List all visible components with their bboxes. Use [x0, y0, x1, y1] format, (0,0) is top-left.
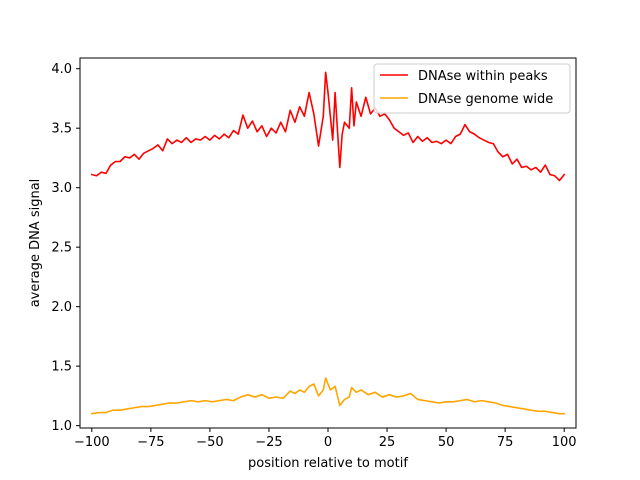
y-axis: 1.0 1.5 2.0 2.5 3.0 3.5 4.0	[51, 62, 80, 434]
series-line-genome-wide	[90, 377, 565, 415]
x-tick-label: −50	[196, 435, 223, 450]
y-tick-label: 1.5	[51, 360, 72, 375]
x-tick-label: 0	[324, 435, 332, 450]
y-tick-label: 2.5	[51, 241, 72, 256]
legend-label-genome-wide: DNAse genome wide	[418, 92, 553, 107]
y-tick-label: 2.0	[51, 300, 72, 315]
x-tick-label: −25	[255, 435, 282, 450]
series-layer	[90, 71, 566, 415]
x-tick-label: 75	[497, 435, 514, 450]
x-tick-label: 50	[438, 435, 455, 450]
x-axis: −100 −75 −50 −25 0 25 50 75 100	[74, 428, 577, 450]
series-line-within-peaks	[90, 71, 566, 182]
x-tick-label: 100	[552, 435, 577, 450]
legend-label-within-peaks: DNAse within peaks	[418, 69, 548, 84]
legend: DNAse within peaks DNAse genome wide	[373, 63, 571, 114]
x-tick-label: −100	[74, 435, 110, 450]
y-tick-label: 3.5	[51, 122, 72, 137]
y-axis-label: average DNA signal	[28, 179, 43, 308]
x-tick-label: 25	[379, 435, 396, 450]
y-tick-label: 4.0	[51, 62, 72, 77]
y-tick-label: 3.0	[51, 181, 72, 196]
x-axis-label: position relative to motif	[248, 456, 408, 471]
y-tick-label: 1.0	[51, 419, 72, 434]
x-tick-label: −75	[137, 435, 164, 450]
legend-box	[373, 63, 571, 114]
